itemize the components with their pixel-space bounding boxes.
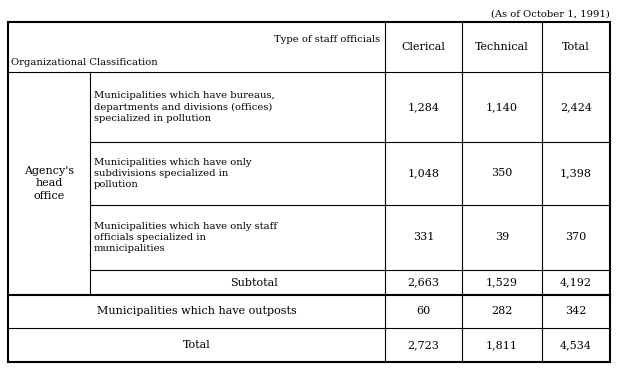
- Text: 1,284: 1,284: [407, 102, 439, 112]
- Text: 39: 39: [495, 232, 509, 242]
- Text: (As of October 1, 1991): (As of October 1, 1991): [491, 10, 610, 19]
- Text: 60: 60: [417, 306, 431, 316]
- Text: Total: Total: [562, 42, 590, 52]
- Text: 1,398: 1,398: [560, 168, 592, 178]
- Text: Municipalities which have outposts: Municipalities which have outposts: [96, 306, 297, 316]
- Text: 4,534: 4,534: [560, 340, 592, 350]
- Text: 370: 370: [565, 232, 586, 242]
- Text: Technical: Technical: [475, 42, 529, 52]
- Text: 1,048: 1,048: [407, 168, 439, 178]
- Text: Municipalities which have bureaus,
departments and divisions (offices)
specializ: Municipalities which have bureaus, depar…: [94, 91, 275, 123]
- Text: Municipalities which have only
subdivisions specialized in
pollution: Municipalities which have only subdivisi…: [94, 158, 252, 189]
- Text: Agency's
head
office: Agency's head office: [24, 166, 74, 201]
- Text: 342: 342: [565, 306, 586, 316]
- Text: Total: Total: [183, 340, 210, 350]
- Text: Subtotal: Subtotal: [230, 278, 277, 287]
- Text: 282: 282: [491, 306, 513, 316]
- Text: 2,723: 2,723: [407, 340, 439, 350]
- Text: Organizational Classification: Organizational Classification: [11, 58, 158, 67]
- Text: 331: 331: [413, 232, 434, 242]
- Text: 1,140: 1,140: [486, 102, 518, 112]
- Text: 4,192: 4,192: [560, 278, 592, 287]
- Text: 2,424: 2,424: [560, 102, 592, 112]
- Text: Type of staff officials: Type of staff officials: [274, 34, 380, 44]
- Text: 1,811: 1,811: [486, 340, 518, 350]
- Text: 350: 350: [491, 168, 513, 178]
- Text: 1,529: 1,529: [486, 278, 518, 287]
- Text: 2,663: 2,663: [407, 278, 439, 287]
- Text: Clerical: Clerical: [402, 42, 446, 52]
- Text: Municipalities which have only staff
officials specialized in
municipalities: Municipalities which have only staff off…: [94, 222, 277, 253]
